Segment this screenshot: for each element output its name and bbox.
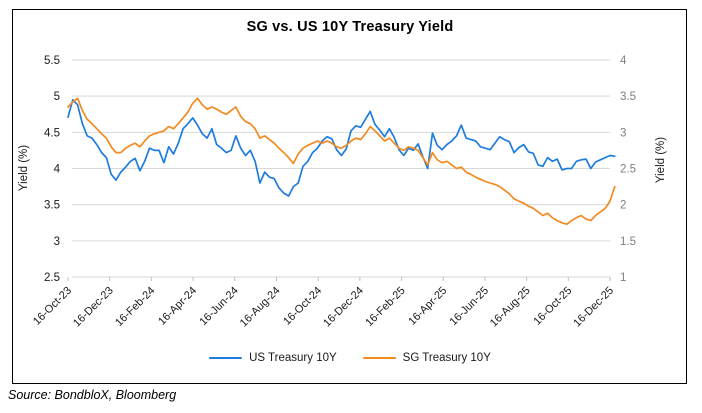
right-axis-tick-label: 3.5: [620, 91, 636, 103]
x-axis-tick-label: 16-Aug-24: [238, 285, 283, 330]
x-axis-tick-label: 16-Jun-24: [197, 285, 241, 329]
x-axis-tick-label: 16-Oct-23: [31, 285, 74, 328]
sg-line-swatch-icon: [362, 356, 396, 360]
us-line-swatch-icon: [209, 356, 243, 360]
x-axis-tick-label: 16-Feb-24: [113, 285, 157, 329]
x-axis-tick-label: 16-Jun-25: [448, 285, 492, 329]
right-axis-tick-label: 1.5: [620, 236, 636, 248]
left-axis-tick-label: 4.5: [44, 127, 60, 139]
chart-title: SG vs. US 10Y Treasury Yield: [246, 19, 454, 35]
x-axis-tick-label: 16-Oct-24: [281, 285, 324, 328]
right-axis-tick-label: 3: [620, 127, 626, 139]
x-axis-tick-label: 16-Aug-25: [488, 285, 533, 330]
legend-label-us: US Treasury 10Y: [249, 352, 337, 364]
right-axis-tick-label: 2.5: [620, 164, 636, 176]
x-axis-tick-label: 16-Dec-24: [321, 285, 366, 330]
right-axis-title: Yield (%): [655, 136, 667, 184]
left-axis-tick-label: 3: [54, 236, 60, 248]
legend-item-us: US Treasury 10Y: [209, 352, 337, 364]
x-axis-tick-label: 16-Dec-23: [71, 285, 116, 330]
source-caption: Source: BondbloX, Bloomberg: [8, 388, 177, 402]
x-axis-tick-label: 16-Apr-25: [406, 285, 449, 328]
left-axis-tick-label: 2.5: [44, 272, 60, 284]
left-axis-tick-label: 4: [54, 164, 61, 176]
legend-label-sg: SG Treasury 10Y: [402, 352, 491, 364]
x-axis-tick-label: 16-Feb-25: [363, 285, 407, 329]
left-axis-tick-label: 5: [54, 91, 60, 103]
chart-frame: [12, 9, 687, 384]
right-axis-tick-label: 2: [620, 200, 626, 212]
left-axis-tick-label: 3.5: [44, 200, 60, 212]
right-axis-tick-label: 1: [620, 272, 626, 284]
x-axis-tick-label: 16-Dec-25: [571, 285, 616, 330]
left-axis-tick-label: 5.5: [44, 55, 60, 67]
x-axis-tick-label: 16-Oct-25: [531, 285, 574, 328]
legend-item-sg: SG Treasury 10Y: [362, 352, 491, 364]
chart-legend: US Treasury 10Y SG Treasury 10Y: [12, 349, 688, 367]
sg-series-line: [67, 97, 616, 226]
x-axis-tick-label: 16-Apr-24: [156, 285, 199, 328]
right-axis-tick-label: 4: [620, 55, 627, 67]
us-series-line: [67, 98, 616, 197]
left-axis-title: Yield (%): [18, 144, 30, 192]
